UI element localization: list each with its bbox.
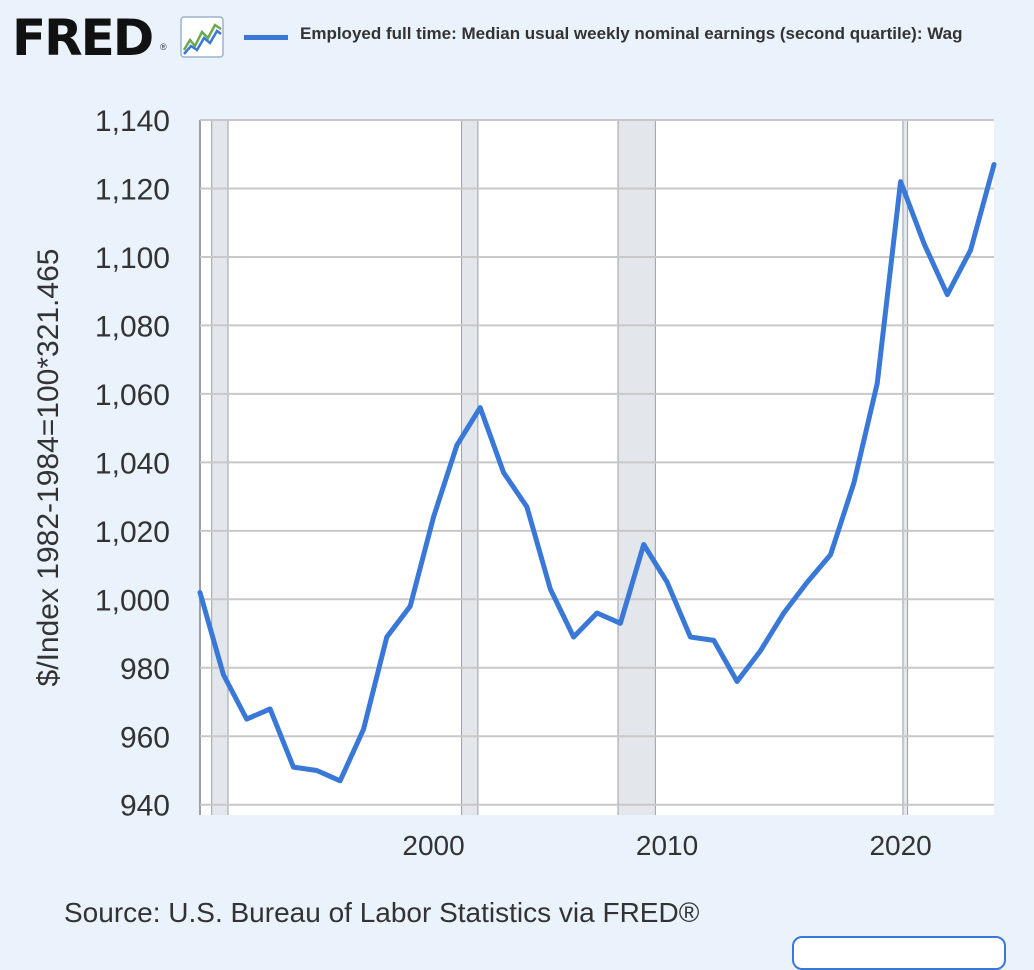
line-chart: 940 960 980 1,000 1,020 1,040 1,060 1,080 1,100 1… (32, 105, 997, 861)
y-axis-label: $/Index 1982-1984=100*321.465 (32, 249, 65, 687)
y-tick-label: 940 (120, 790, 170, 823)
grid-lines (200, 119, 994, 806)
recession-band-3 (902, 120, 908, 815)
y-tick-label: 980 (120, 653, 170, 686)
y-tick-label: 1,120 (95, 173, 170, 206)
share-button[interactable] (792, 936, 1006, 970)
x-tick-label: 2020 (869, 830, 931, 861)
chart-header: FRED ® Employed full time: Median usual … (0, 0, 1034, 70)
y-axis-ticks: 940 960 980 1,000 1,020 1,040 1,060 1,080 1,100 1… (95, 105, 170, 823)
y-tick-label: 1,020 (95, 516, 170, 549)
series-line-0 (197, 162, 997, 784)
recession-band-1 (461, 120, 478, 815)
legend-series-swatch (244, 35, 288, 40)
recession-bands (199, 120, 909, 815)
y-tick-label: 1,040 (95, 447, 170, 480)
x-tick-label: 2010 (636, 830, 698, 861)
y-tick-label: 1,000 (95, 584, 170, 617)
y-tick-label: 1,080 (95, 310, 170, 343)
plot-area (200, 120, 994, 815)
recession-band-2 (618, 120, 656, 815)
source-caption: Source: U.S. Bureau of Labor Statistics … (64, 897, 700, 928)
series-group (197, 162, 997, 784)
y-tick-label: 960 (120, 721, 170, 754)
fred-line-chart-icon (180, 16, 224, 58)
fred-logo[interactable]: FRED (12, 9, 154, 67)
x-axis-ticks: 2000 2010 2020 (402, 830, 931, 861)
legend-series-label[interactable]: Employed full time: Median usual weekly … (300, 24, 963, 43)
registered-mark: ® (160, 42, 167, 52)
recession-band-0 (211, 120, 229, 815)
y-tick-label: 1,140 (95, 105, 170, 138)
x-tick-label: 2000 (402, 830, 464, 861)
y-tick-label: 1,100 (95, 242, 170, 275)
y-tick-label: 1,060 (95, 379, 170, 412)
